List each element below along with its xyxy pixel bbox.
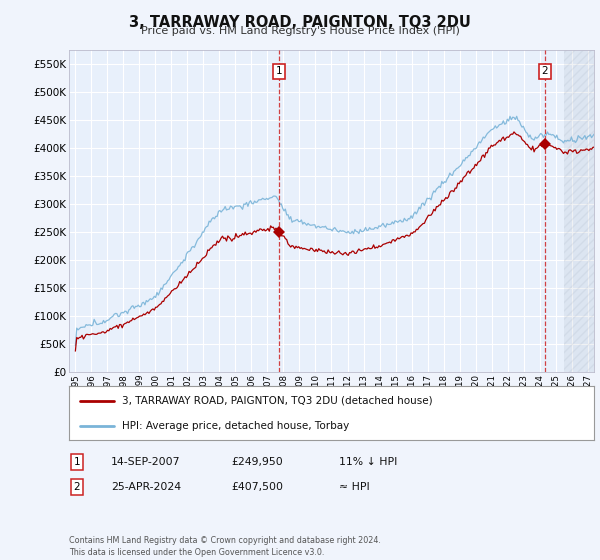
Text: 1: 1 <box>275 66 283 76</box>
Text: £249,950: £249,950 <box>231 457 283 467</box>
Text: 25-APR-2024: 25-APR-2024 <box>111 482 181 492</box>
Text: HPI: Average price, detached house, Torbay: HPI: Average price, detached house, Torb… <box>121 421 349 431</box>
Text: Price paid vs. HM Land Registry's House Price Index (HPI): Price paid vs. HM Land Registry's House … <box>140 26 460 36</box>
Text: £407,500: £407,500 <box>231 482 283 492</box>
Text: ≈ HPI: ≈ HPI <box>339 482 370 492</box>
Text: 2: 2 <box>73 482 80 492</box>
Text: Contains HM Land Registry data © Crown copyright and database right 2024.
This d: Contains HM Land Registry data © Crown c… <box>69 536 381 557</box>
Text: 2: 2 <box>541 66 548 76</box>
Text: 1: 1 <box>73 457 80 467</box>
Text: 14-SEP-2007: 14-SEP-2007 <box>111 457 181 467</box>
Text: 3, TARRAWAY ROAD, PAIGNTON, TQ3 2DU (detached house): 3, TARRAWAY ROAD, PAIGNTON, TQ3 2DU (det… <box>121 396 432 406</box>
Text: 11% ↓ HPI: 11% ↓ HPI <box>339 457 397 467</box>
Bar <box>563 50 600 372</box>
Text: 3, TARRAWAY ROAD, PAIGNTON, TQ3 2DU: 3, TARRAWAY ROAD, PAIGNTON, TQ3 2DU <box>129 15 471 30</box>
